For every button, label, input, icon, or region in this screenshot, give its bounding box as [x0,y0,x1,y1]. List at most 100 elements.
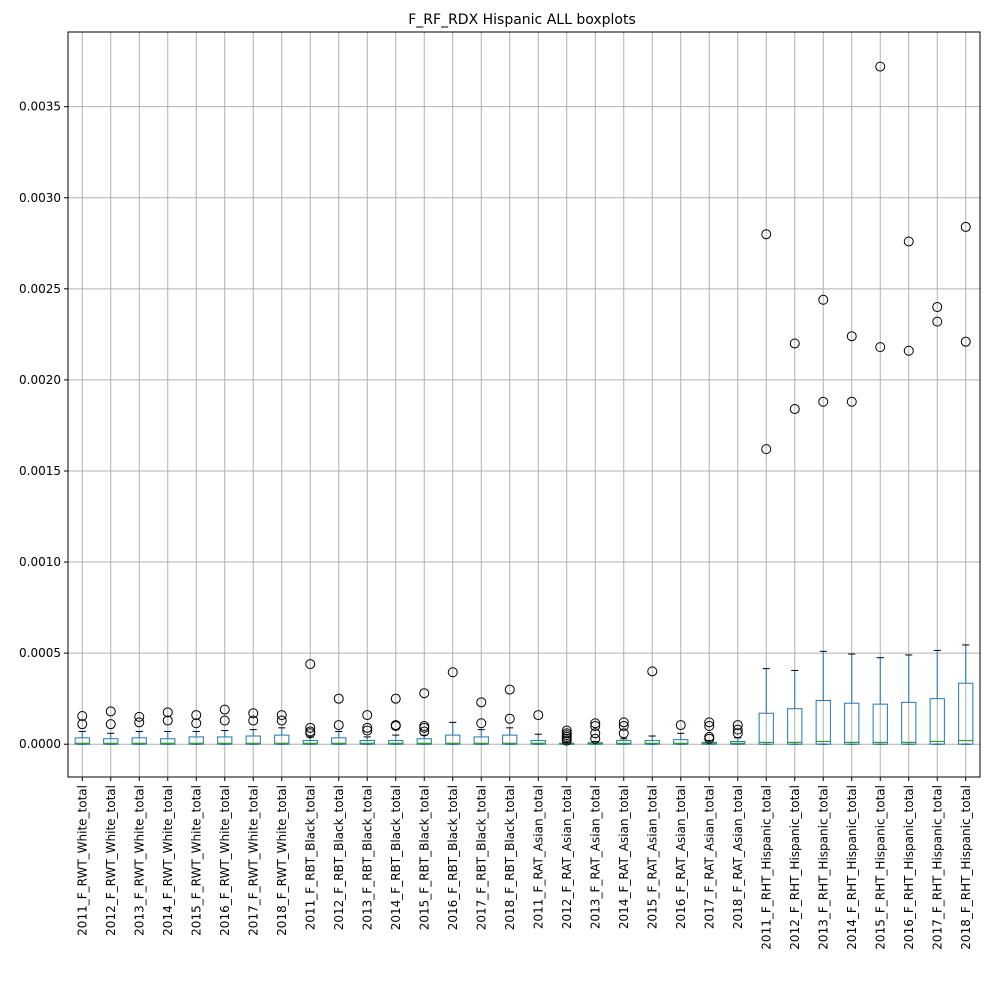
box-flier-point [561,728,572,739]
box-flier-point [647,666,658,677]
x-tick-label: 2012_F_RHT_Hispanic_total [788,785,802,950]
box-body [302,740,318,745]
box-flier-point [447,667,458,678]
x-tick-label: 2012_F_RWT_White_total [104,785,118,936]
x-tick-label: 2013_F_RWT_White_total [132,785,146,936]
box-flier-point [248,715,259,726]
box-flier-point [219,715,230,726]
x-tick-label: 2017_F_RHT_Hispanic_total [930,785,944,950]
box-flier-point [846,396,857,407]
box-flier-point [932,302,943,313]
x-tick-label: 2017_F_RBT_Black_total [474,785,488,930]
box-flier-point [419,726,430,737]
box-flier-point [561,725,572,736]
x-tick-label: 2016_F_RAT_Asian_total [674,785,688,929]
chart-title: F_RF_RDX Hispanic ALL boxplots [408,12,636,28]
y-tick-label: 0.0030 [19,191,61,205]
box-flier-point [276,715,287,726]
y-tick-label: 0.0025 [19,282,61,296]
box-body [901,701,917,745]
box-flier-point [590,733,601,744]
x-tick-label: 2014_F_RAT_Asian_total [617,785,631,929]
plot-frame [67,31,981,778]
box-flier-point [162,707,173,718]
box-flier-point [390,720,401,731]
x-tick-label: 2018_F_RWT_White_total [275,785,289,936]
box-flier-point [932,316,943,327]
y-tick-label: 0.0010 [19,555,61,569]
box-flier-point [390,693,401,704]
box-flier-point [903,345,914,356]
box-flier-point [248,708,259,719]
box-body [359,740,375,745]
box-flier-point [903,236,914,247]
box-body [416,738,432,745]
x-tick-label: 2015_F_RAT_Asian_total [645,785,659,929]
box-body [188,736,204,745]
x-tick-label: 2016_F_RBT_Black_total [446,785,460,930]
box-flier-point [704,731,715,742]
x-tick-label: 2011_F_RBT_Black_total [303,785,317,930]
box-flier-point [732,728,743,739]
box-body [131,737,147,745]
x-tick-label: 2018_F_RAT_Asian_total [731,785,745,929]
box-body [160,738,176,745]
box-flier-point [704,720,715,731]
x-tick-label: 2012_F_RAT_Asian_total [560,785,574,929]
box-body [388,740,404,745]
box-flier-point [960,221,971,232]
box-flier-point [818,294,829,305]
x-tick-label: 2014_F_RWT_White_total [161,785,175,936]
box-flier-point [789,404,800,415]
box-flier-point [419,720,430,731]
box-flier-point [362,722,373,733]
box-flier-point [875,61,886,72]
box-body [758,712,774,745]
x-tick-label: 2013_F_RHT_Hispanic_total [816,785,830,950]
box-flier-point [590,728,601,739]
box-body [787,708,803,745]
box-flier-point [419,688,430,699]
y-axis-ticks: 0.0000 0.0005 0.0010 0.0015 0.0020 0.0025 0.00… [19,100,68,751]
box-flier-point [732,720,743,731]
box-flier-point [761,444,772,455]
box-flier-point [305,659,316,670]
box-flier-point [333,720,344,731]
x-tick-label: 2012_F_RBT_Black_total [332,785,346,930]
x-tick-label: 2018_F_RHT_Hispanic_total [959,785,973,950]
box-flier-point [875,342,886,353]
box-body [103,738,119,745]
box-flier-point [846,331,857,342]
box-flier-point [191,710,202,721]
x-tick-label: 2011_F_RWT_White_total [75,785,89,936]
box-series [74,61,974,746]
box-flier-point [533,710,544,721]
box-flier-point [476,697,487,708]
x-tick-label: 2014_F_RHT_Hispanic_total [845,785,859,950]
box-body [872,703,888,745]
box-flier-point [704,717,715,728]
x-tick-label: 2016_F_RHT_Hispanic_total [902,785,916,950]
box-body [502,734,518,745]
y-tick-label: 0.0000 [19,737,61,751]
box-body [445,734,461,745]
box-flier-point [191,718,202,729]
box-body [473,736,489,745]
box-flier-point [362,710,373,721]
box-flier-point [105,719,116,730]
x-tick-label: 2011_F_RHT_Hispanic_total [759,785,773,950]
y-tick-label: 0.0035 [19,100,61,114]
x-tick-label: 2017_F_RWT_White_total [246,785,260,936]
x-tick-label: 2013_F_RAT_Asian_total [588,785,602,929]
box-flier-point [276,710,287,721]
box-flier-point [504,713,515,724]
box-flier-point [761,229,772,240]
box-body [929,698,945,745]
box-flier-point [476,718,487,729]
box-flier-point [162,715,173,726]
box-flier-point [590,720,601,731]
x-tick-label: 2015_F_RBT_Black_total [417,785,431,930]
x-tick-label: 2013_F_RBT_Black_total [360,785,374,930]
